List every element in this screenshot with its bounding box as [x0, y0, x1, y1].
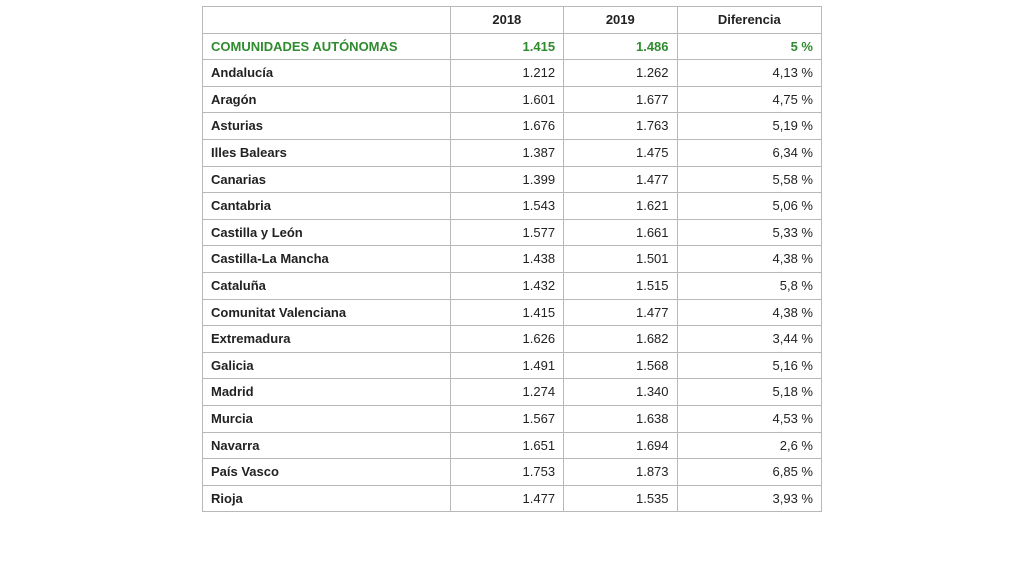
row-label: País Vasco: [203, 459, 451, 486]
row-2018: 1.491: [450, 352, 563, 379]
row-2018: 1.432: [450, 272, 563, 299]
row-diff: 6,85 %: [677, 459, 821, 486]
row-diff: 4,13 %: [677, 60, 821, 87]
row-2019: 1.638: [564, 405, 677, 432]
row-2019: 1.475: [564, 139, 677, 166]
table-row: Rioja1.4771.5353,93 %: [203, 485, 822, 512]
row-2018: 1.387: [450, 139, 563, 166]
row-diff: 5,8 %: [677, 272, 821, 299]
row-2019: 1.262: [564, 60, 677, 87]
row-label: Comunitat Valenciana: [203, 299, 451, 326]
row-2019: 1.340: [564, 379, 677, 406]
row-2019: 1.621: [564, 193, 677, 220]
table-row: Murcia1.5671.6384,53 %: [203, 405, 822, 432]
row-2018: 1.399: [450, 166, 563, 193]
row-2019: 1.873: [564, 459, 677, 486]
row-diff: 3,93 %: [677, 485, 821, 512]
row-2019: 1.763: [564, 113, 677, 140]
summary-label: COMUNIDADES AUTÓNOMAS: [203, 33, 451, 60]
row-2019: 1.677: [564, 86, 677, 113]
row-2018: 1.543: [450, 193, 563, 220]
col-header-diff: Diferencia: [677, 7, 821, 34]
col-header-2019: 2019: [564, 7, 677, 34]
row-diff: 5,16 %: [677, 352, 821, 379]
row-2018: 1.274: [450, 379, 563, 406]
row-2019: 1.535: [564, 485, 677, 512]
col-header-2018: 2018: [450, 7, 563, 34]
row-2018: 1.415: [450, 299, 563, 326]
row-diff: 3,44 %: [677, 326, 821, 353]
table-row: Castilla y León1.5771.6615,33 %: [203, 219, 822, 246]
row-2019: 1.477: [564, 299, 677, 326]
row-2018: 1.438: [450, 246, 563, 273]
row-label: Castilla-La Mancha: [203, 246, 451, 273]
col-header-name: [203, 7, 451, 34]
row-diff: 5,58 %: [677, 166, 821, 193]
row-2018: 1.601: [450, 86, 563, 113]
row-diff: 2,6 %: [677, 432, 821, 459]
table-row: Extremadura1.6261.6823,44 %: [203, 326, 822, 353]
row-label: Galicia: [203, 352, 451, 379]
table-header-row: 2018 2019 Diferencia: [203, 7, 822, 34]
row-diff: 4,53 %: [677, 405, 821, 432]
row-2019: 1.661: [564, 219, 677, 246]
summary-row: COMUNIDADES AUTÓNOMAS 1.415 1.486 5 %: [203, 33, 822, 60]
table-row: Aragón1.6011.6774,75 %: [203, 86, 822, 113]
row-2018: 1.577: [450, 219, 563, 246]
row-diff: 4,75 %: [677, 86, 821, 113]
row-diff: 5,19 %: [677, 113, 821, 140]
table-row: Asturias1.6761.7635,19 %: [203, 113, 822, 140]
row-label: Navarra: [203, 432, 451, 459]
table-row: Illes Balears1.3871.4756,34 %: [203, 139, 822, 166]
row-2019: 1.501: [564, 246, 677, 273]
table-row: Cantabria1.5431.6215,06 %: [203, 193, 822, 220]
row-label: Illes Balears: [203, 139, 451, 166]
row-2019: 1.515: [564, 272, 677, 299]
row-diff: 4,38 %: [677, 246, 821, 273]
row-label: Cantabria: [203, 193, 451, 220]
row-2019: 1.682: [564, 326, 677, 353]
row-diff: 5,33 %: [677, 219, 821, 246]
row-label: Castilla y León: [203, 219, 451, 246]
row-diff: 4,38 %: [677, 299, 821, 326]
data-table: 2018 2019 Diferencia COMUNIDADES AUTÓNOM…: [202, 6, 822, 512]
row-2018: 1.567: [450, 405, 563, 432]
summary-2018: 1.415: [450, 33, 563, 60]
row-label: Aragón: [203, 86, 451, 113]
table-row: Cataluña1.4321.5155,8 %: [203, 272, 822, 299]
table-container: 2018 2019 Diferencia COMUNIDADES AUTÓNOM…: [202, 6, 822, 576]
summary-diff: 5 %: [677, 33, 821, 60]
row-diff: 6,34 %: [677, 139, 821, 166]
row-2019: 1.477: [564, 166, 677, 193]
row-label: Extremadura: [203, 326, 451, 353]
table-row: Navarra1.6511.6942,6 %: [203, 432, 822, 459]
row-2018: 1.477: [450, 485, 563, 512]
row-label: Cataluña: [203, 272, 451, 299]
table-row: Madrid1.2741.3405,18 %: [203, 379, 822, 406]
row-diff: 5,06 %: [677, 193, 821, 220]
summary-2019: 1.486: [564, 33, 677, 60]
row-2018: 1.626: [450, 326, 563, 353]
row-label: Madrid: [203, 379, 451, 406]
row-2018: 1.753: [450, 459, 563, 486]
row-2019: 1.694: [564, 432, 677, 459]
row-diff: 5,18 %: [677, 379, 821, 406]
row-label: Rioja: [203, 485, 451, 512]
row-2018: 1.651: [450, 432, 563, 459]
row-label: Canarias: [203, 166, 451, 193]
table-row: Castilla-La Mancha1.4381.5014,38 %: [203, 246, 822, 273]
table-row: Comunitat Valenciana1.4151.4774,38 %: [203, 299, 822, 326]
row-2019: 1.568: [564, 352, 677, 379]
row-2018: 1.676: [450, 113, 563, 140]
table-row: Galicia1.4911.5685,16 %: [203, 352, 822, 379]
table-row: País Vasco1.7531.8736,85 %: [203, 459, 822, 486]
table-row: Canarias1.3991.4775,58 %: [203, 166, 822, 193]
row-2018: 1.212: [450, 60, 563, 87]
row-label: Andalucía: [203, 60, 451, 87]
row-label: Murcia: [203, 405, 451, 432]
table-row: Andalucía1.2121.2624,13 %: [203, 60, 822, 87]
row-label: Asturias: [203, 113, 451, 140]
